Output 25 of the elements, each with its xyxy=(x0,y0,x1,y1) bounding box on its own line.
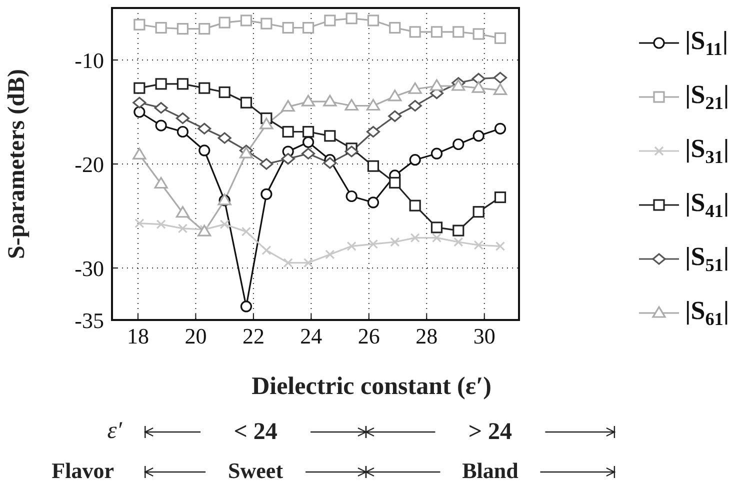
legend-label: |S$_{41}$| xyxy=(685,188,730,222)
y-tick-label: -20 xyxy=(74,152,104,177)
x-tick-label: 30 xyxy=(473,324,496,349)
legend-label: |S$_{51}$| xyxy=(685,242,730,276)
x-tick-label: 22 xyxy=(242,324,264,349)
text: Flavor xyxy=(52,458,114,483)
x-axis-title: Dielectric constant (ε′) xyxy=(252,373,492,400)
x-tick-label: 26 xyxy=(358,324,380,349)
text: ε′ xyxy=(107,418,123,444)
text: Sweet xyxy=(228,458,284,483)
legend-label: |S$_{11}$| xyxy=(685,26,728,60)
x-tick-label: 28 xyxy=(416,324,438,349)
y-axis-title: S-parameters (dB) xyxy=(4,69,30,259)
legend-label: |S$_{31}$| xyxy=(685,134,730,168)
legend-label: |S$_{61}$| xyxy=(685,296,730,330)
y-tick-label: -30 xyxy=(74,256,104,281)
x-tick-label: 20 xyxy=(184,324,207,349)
text: Bland xyxy=(462,458,518,483)
x-tick-label: 24 xyxy=(300,324,322,349)
text: > 24 xyxy=(468,419,512,445)
legend-label: |S$_{21}$| xyxy=(685,80,730,114)
text: < 24 xyxy=(234,419,278,445)
y-tick-label: -35 xyxy=(74,308,104,333)
x-tick-label: 18 xyxy=(126,324,149,349)
y-tick-label: -10 xyxy=(74,48,104,73)
